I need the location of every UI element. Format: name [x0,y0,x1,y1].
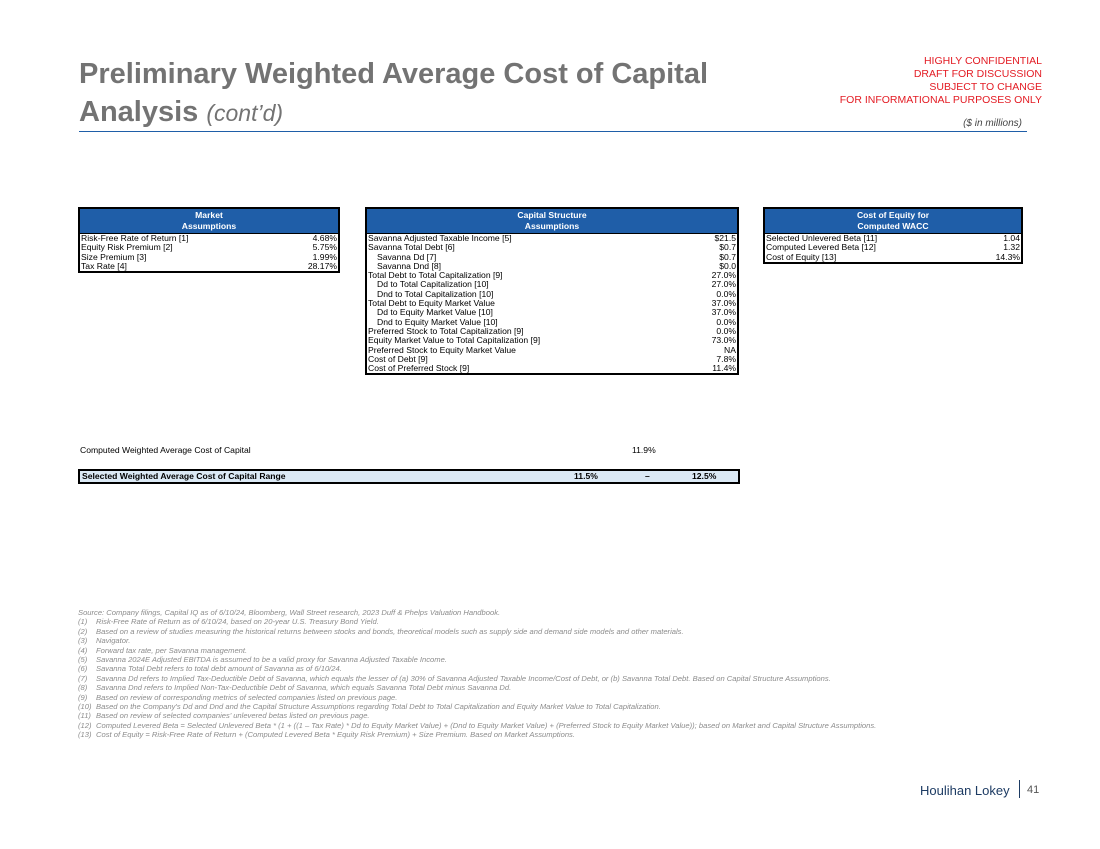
company-logo: Houlihan Lokey [920,783,1010,798]
table-row: Total Debt to Total Capitalization [9] 27… [368,270,736,281]
footnote: (11) Based on review of selected companie… [78,711,370,721]
computed-wacc-row: Computed Weighted Average Cost of Capita… [80,445,700,455]
table-row: Equity Risk Premium [2] 5.75% [81,242,337,253]
range-low-value: 11.5% [574,471,598,481]
footnote: (13) Cost of Equity = Risk-Free Rate of R… [78,730,575,740]
table-row: Cost of Equity [13] 14.3% [766,251,1020,262]
footnote: (3) Navigator. [78,636,131,646]
footnote: (10) Based on the Company's Dd and Dnd an… [78,702,661,712]
footnote: (8) Savanna Dnd refers to Implied Non-Tax… [78,683,512,693]
table-row: Selected Unlevered Beta [11] 1.04 [764,233,1022,244]
market-assumptions-table: Market Assumptions Risk-Free Rate of Retu… [78,207,340,274]
capital-structure-header: Capital Structure Assumptions [366,208,738,234]
cost-of-equity-header: Cost of Equity for Computed WACC [764,208,1022,234]
footnote: (7) Savanna Dd refers to Implied Tax-Dedu… [78,673,831,683]
footnote: (12) Computed Levered Beta = Selected Unl… [78,720,877,730]
table-row: Savanna Total Debt [6] $0.7 [368,242,736,253]
footnote: (5) Savanna 2024E Adjusted EBITDA is assu… [78,655,447,665]
table-row: Preferred Stock to Total Capitalization … [368,325,736,336]
table-row: Dd to Total Capitalization [10] 27.0% [377,279,736,290]
footnotes: Source: Company filings, Capital IQ as o… [78,608,938,740]
market-assumptions-header: Market Assumptions [79,208,339,234]
page-title-suffix: (cont’d) [206,100,284,126]
table-row: Computed Levered Beta [12] 1.32 [766,242,1020,253]
table-row: Dnd to Total Capitalization [10] 0.0% [377,288,736,299]
range-separator: – [645,471,650,481]
footnote: (4) Forward tax rate, per Savanna managem… [78,645,248,655]
table-row: Savanna Dd [7] $0.7 [377,251,736,262]
confidential-notice: HIGHLY CONFIDENTIAL DRAFT FOR DISCUSSION… [839,55,1042,106]
table-row: Cost of Debt [9] 7.8% [368,353,736,364]
footnote: (1) Risk-Free Rate of Return as of 6/10/2… [78,617,379,627]
units-label: ($ in millions) [963,118,1022,129]
header-divider [79,131,1027,132]
table-row: Dnd to Equity Market Value [10] 0.0% [377,316,736,327]
computed-wacc-label: Computed Weighted Average Cost of Capita… [80,445,251,455]
table-row: Cost of Preferred Stock [9] 11.4% [368,363,736,374]
table-row: Savanna Adjusted Taxable Income [5] $21.5 [366,233,738,244]
capital-structure-table: Capital Structure Assumptions Savanna Adj… [365,207,739,376]
footnote: (9) Based on review of corresponding metr… [78,692,398,702]
table-row: Equity Market Value to Total Capitalizat… [368,335,736,346]
table-row: Dd to Equity Market Value [10] 37.0% [377,307,736,318]
table-row: Total Debt to Equity Market Value 37.0% [368,298,736,309]
footnote: (6) Savanna Total Debt refers to total de… [78,664,342,674]
page-number: 41 [1027,784,1040,796]
selected-wacc-range: Selected Weighted Average Cost of Capita… [78,469,740,484]
page-title: Preliminary Weighted Average Cost of Cap… [79,58,709,128]
source-note: Source: Company filings, Capital IQ as o… [78,608,501,617]
table-row: Risk-Free Rate of Return [1] 4.68% [79,233,339,244]
computed-wacc-value: 11.9% [632,445,656,455]
table-row: Savanna Dnd [8] $0.0 [377,260,736,271]
footnote: (2) Based on a review of studies measurin… [78,626,684,636]
table-row: Tax Rate [4] 28.17% [81,260,337,271]
table-row: Size Premium [3] 1.99% [81,251,337,262]
footer-divider [1019,780,1020,798]
table-row: Preferred Stock to Equity Market Value NA [368,344,736,355]
range-high-value: 12.5% [692,471,717,481]
selected-wacc-range-label: Selected Weighted Average Cost of Capita… [82,471,286,481]
cost-of-equity-table: Cost of Equity for Computed WACC Selected… [763,207,1023,264]
